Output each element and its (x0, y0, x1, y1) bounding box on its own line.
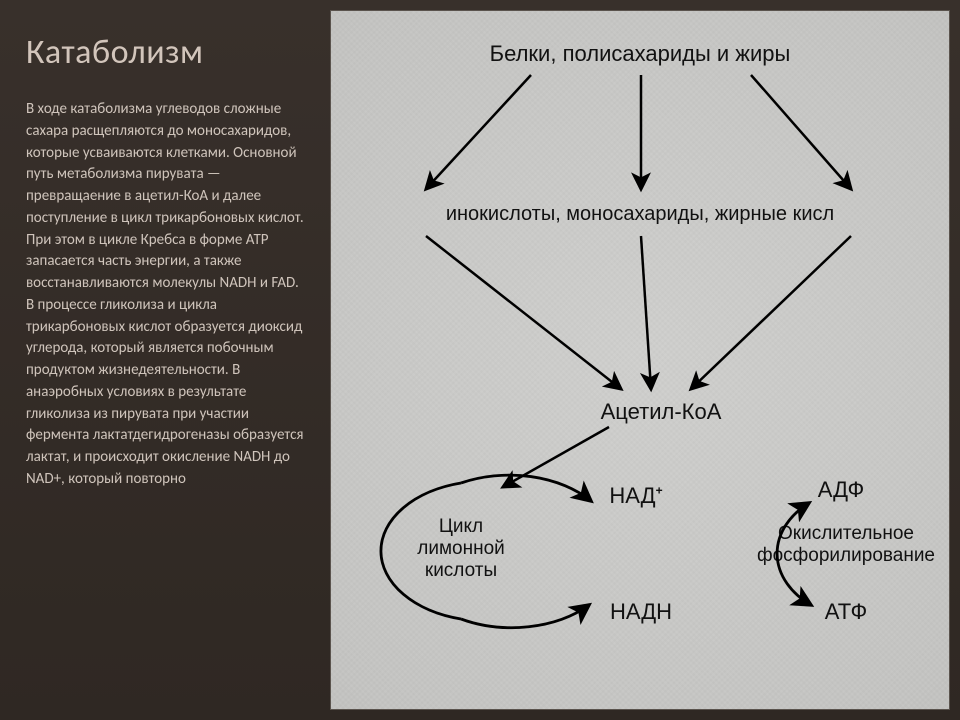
sidebar: Катаболизм В ходе катаболизма углеводов … (0, 0, 330, 720)
slide-title: Катаболизм (26, 32, 310, 73)
diagram-arrows (331, 11, 951, 711)
slide-body-text: В ходе катаболизма углеводов сложные сах… (26, 99, 310, 491)
diagram-panel: Белки, полисахариды и жиры инокислоты, м… (330, 10, 950, 710)
slide-stage: Катаболизм В ходе катаболизма углеводов … (0, 0, 960, 720)
